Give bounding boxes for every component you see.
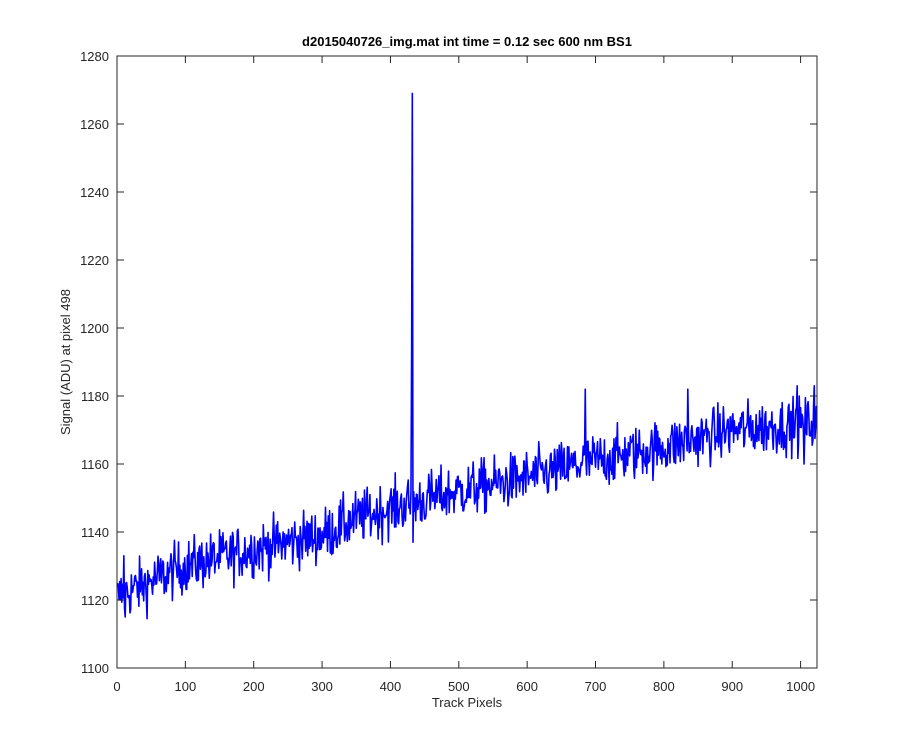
x-tick-label: 200 (243, 679, 265, 694)
y-axis-label: Signal (ADU) at pixel 498 (58, 289, 73, 435)
x-tick-label: 100 (175, 679, 197, 694)
x-axis-label: Track Pixels (432, 695, 503, 710)
y-tick-label: 1240 (80, 185, 109, 200)
x-tick-label: 300 (311, 679, 333, 694)
x-tick-label: 0 (113, 679, 120, 694)
y-tick-label: 1120 (81, 593, 109, 608)
signal-series-line (116, 92, 818, 620)
series-layer (116, 92, 818, 620)
x-tick-label: 800 (653, 679, 675, 694)
x-tick-label: 700 (585, 679, 607, 694)
plot-area (117, 56, 817, 668)
axes-box (116, 55, 818, 669)
x-tick-label: 400 (380, 679, 402, 694)
y-tick-label: 1160 (81, 457, 109, 472)
y-tick-label: 1280 (80, 49, 109, 64)
y-tick-label: 1140 (81, 525, 109, 540)
x-tick-label: 900 (721, 679, 743, 694)
y-tick-label: 1200 (80, 321, 109, 336)
x-tick-label: 500 (448, 679, 470, 694)
chart-title: d2015040726_img.mat int time = 0.12 sec … (302, 34, 632, 49)
x-tick-label: 1000 (786, 679, 815, 694)
y-tick-label: 1100 (81, 661, 109, 676)
ticks-layer: 0 100 200 300 400 500 600 700 800 900 1000 1100 1120… (80, 49, 817, 694)
y-tick-label: 1180 (81, 389, 109, 404)
y-tick-label: 1220 (80, 253, 109, 268)
y-tick-label: 1260 (80, 117, 109, 132)
x-tick-label: 600 (516, 679, 538, 694)
